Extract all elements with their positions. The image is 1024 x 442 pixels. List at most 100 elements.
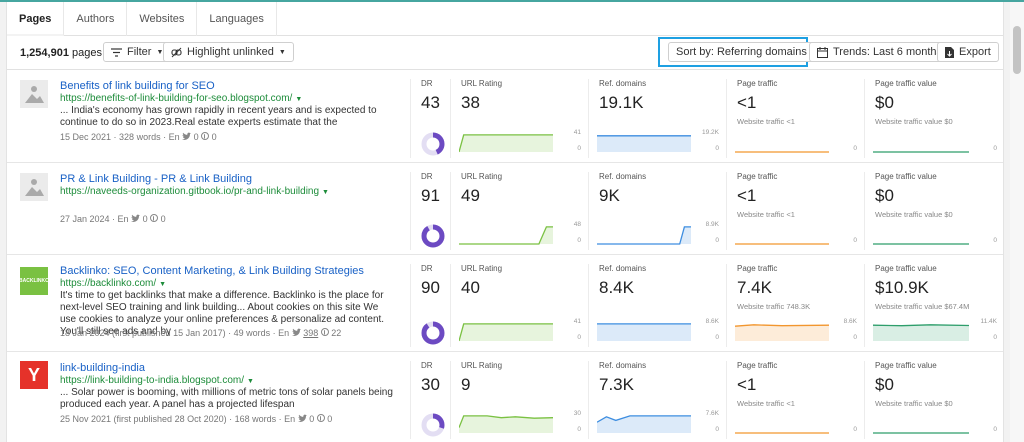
chevron-down-icon[interactable]: ▼	[159, 281, 167, 288]
pt-column: Page traffic <1 Website traffic <1 0	[726, 361, 864, 439]
scrollbar-thumb[interactable]	[1013, 26, 1021, 74]
ur-sparkline-area	[459, 415, 553, 433]
rd-sparkline-area	[597, 415, 691, 433]
rd-value: 8.4K	[599, 278, 634, 297]
ur-axis-max: 30	[573, 410, 581, 417]
pt-sparkline	[735, 432, 829, 434]
ptv-sparkline	[873, 151, 969, 153]
highlight-unlinked-button[interactable]: Highlight unlinked ▼	[163, 42, 294, 62]
ur-label: URL Rating	[461, 361, 503, 370]
page-title-link[interactable]: Benefits of link building for SEO	[60, 80, 215, 92]
pt-value: <1	[737, 375, 757, 394]
ptv-value: $0	[875, 375, 894, 394]
page-title-link[interactable]: link-building-india	[60, 362, 145, 374]
word-count: 328 words	[119, 132, 161, 142]
ptv-subtext: Website traffic value $0	[875, 399, 953, 408]
dr-column: DR 90	[410, 264, 450, 347]
dr-label: DR	[421, 172, 433, 181]
page-title-link[interactable]: PR & Link Building - PR & Link Building	[60, 173, 252, 185]
domain-rating-donut	[421, 321, 445, 345]
ptv-chart	[873, 415, 969, 437]
rd-label: Ref. domains	[599, 361, 647, 370]
page-url-text[interactable]: https://link-building-to-india.blogspot.…	[60, 375, 244, 386]
page-url-text[interactable]: https://backlinko.com/	[60, 278, 157, 289]
pt-sparkline-line	[734, 324, 830, 327]
dr-label: DR	[421, 361, 433, 370]
pt-chart	[735, 415, 829, 437]
chevron-down-icon: ▼	[278, 48, 286, 56]
ur-column: URL Rating 38 41 0	[450, 79, 588, 158]
domain-rating-donut	[421, 413, 445, 437]
pt-axis-min: 0	[853, 237, 857, 244]
dr-value: 43	[421, 93, 440, 112]
ptv-axis-min: 0	[993, 334, 997, 341]
chevron-down-icon[interactable]: ▼	[246, 378, 254, 385]
dr-column: DR 91	[410, 172, 450, 250]
filter-button[interactable]: Filter ▼	[103, 42, 172, 62]
pt-sparkline	[734, 324, 830, 341]
twitter-count: 0	[309, 414, 315, 424]
pt-label: Page traffic	[737, 172, 778, 181]
tab-authors[interactable]: Authors	[64, 2, 128, 36]
chevron-down-icon: ▼	[156, 48, 164, 56]
page-url-link[interactable]: https://link-building-to-india.blogspot.…	[60, 375, 254, 386]
chevron-down-icon[interactable]: ▼	[295, 96, 303, 103]
twitter-icon	[295, 414, 309, 424]
page-snippet: ... India's economy has grown rapidly in…	[60, 105, 377, 128]
pt-chart	[735, 226, 829, 248]
meta-separator: ·	[226, 414, 235, 424]
publish-date: 18 Jan 2024 (first published 15 Jan 2017…	[60, 328, 226, 338]
content-panel: Pages Authors Websites Languages 1,254,9…	[6, 2, 1004, 442]
pt-axis-max: 8.6K	[843, 318, 857, 325]
twitter-count: 0	[193, 132, 199, 142]
ur-value: 38	[461, 93, 480, 112]
export-icon	[945, 46, 954, 58]
ptv-chart	[873, 134, 969, 156]
sort-by-button[interactable]: Sort by: Referring domains▼	[668, 42, 827, 62]
page-url-link[interactable]: https://backlinko.com/▼	[60, 278, 166, 289]
ptv-sparkline-line	[872, 324, 970, 327]
vertical-scrollbar[interactable]	[1010, 2, 1024, 442]
trends-button[interactable]: Trends: Last 6 months▼	[809, 42, 962, 62]
tab-languages[interactable]: Languages	[197, 2, 277, 36]
ur-axis-min: 0	[577, 426, 581, 433]
dr-column: DR 30	[410, 361, 450, 439]
link-icon	[171, 47, 182, 57]
image-placeholder-icon	[20, 80, 48, 108]
table-row: PR & Link Building - PR & Link Building h…	[7, 163, 1003, 255]
ptv-sparkline	[873, 432, 969, 434]
rd-sparkline	[596, 415, 691, 433]
domain-rating-donut	[421, 132, 445, 156]
rd-column: Ref. domains 9K 8.9K 0	[588, 172, 726, 250]
page-url-link[interactable]: https://benefits-of-link-building-for-se…	[60, 93, 302, 104]
twitter-icon	[289, 328, 303, 338]
pt-value: 7.4K	[737, 278, 772, 297]
pt-subtext: Website traffic <1	[737, 399, 795, 408]
chevron-down-icon[interactable]: ▼	[322, 189, 329, 196]
rd-axis-max: 7.6K	[705, 410, 719, 417]
twitter-count[interactable]: 398	[303, 328, 319, 338]
ur-sparkline-line	[458, 323, 553, 342]
dr-value: 91	[421, 186, 440, 205]
tab-websites[interactable]: Websites	[127, 2, 198, 36]
publish-date: 15 Dec 2021	[60, 132, 112, 142]
tab-pages[interactable]: Pages	[7, 2, 65, 36]
page-meta: 15 Dec 2021 · 328 words · En 0 0	[60, 132, 217, 142]
language-code: En	[278, 328, 290, 338]
ur-axis-max: 41	[573, 318, 581, 325]
meta-separator: ·	[111, 132, 120, 142]
page-snippet: It's time to get backlinks that make a d…	[60, 290, 385, 337]
page-url-text[interactable]: https://naveeds-organization.gitbook.io/…	[60, 186, 320, 197]
twitter-icon	[180, 132, 194, 142]
pt-label: Page traffic	[737, 79, 778, 88]
result-count-number: 1,254,901	[20, 47, 69, 59]
pt-subtext: Website traffic 748.3K	[737, 302, 811, 311]
dr-label: DR	[421, 79, 433, 88]
page-url-link[interactable]: https://naveeds-organization.gitbook.io/…	[60, 186, 329, 197]
page-title-link[interactable]: Backlinko: SEO, Content Marketing, & Lin…	[60, 265, 364, 277]
ur-sparkline	[458, 323, 553, 342]
word-count: 168 words	[234, 414, 277, 424]
export-button[interactable]: Export	[937, 42, 999, 62]
page-url-text[interactable]: https://benefits-of-link-building-for-se…	[60, 93, 293, 104]
